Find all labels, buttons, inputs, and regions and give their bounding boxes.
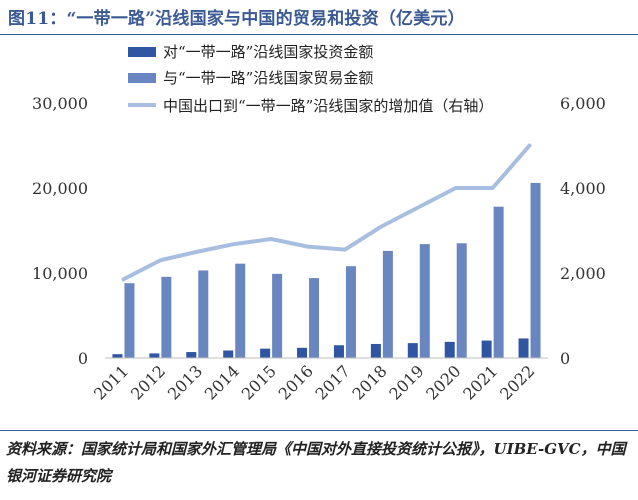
bar-trade: [419, 244, 430, 358]
bar-investment: [518, 338, 529, 358]
legend-label-investment: 对“一带一路”沿线国家投资金额: [163, 43, 373, 61]
bar-investment: [223, 350, 234, 358]
bar-investment: [260, 348, 271, 358]
line-value-added: [121, 143, 532, 282]
bar-investment: [370, 343, 381, 358]
bar-investment: [149, 353, 160, 358]
bar-investment: [333, 345, 344, 358]
y-left-tick-label: 30,000: [32, 94, 88, 113]
bar-trade: [272, 273, 283, 358]
x-tick-label: 2017: [312, 361, 354, 403]
legend-swatch-investment: [128, 47, 156, 57]
legend-label-value-added: 中国出口到“一带一路”沿线国家的增加值（右轴）: [163, 97, 493, 115]
bar-investment: [481, 340, 492, 358]
bar-trade: [161, 276, 172, 358]
x-tick-label: 2020: [422, 361, 464, 403]
legend: 对“一带一路”沿线国家投资金额 与“一带一路”沿线国家贸易金额 中国出口到“一带…: [128, 43, 493, 115]
y-right-tick-label: 6,000: [560, 94, 606, 113]
y-right-tick-label: 0: [560, 349, 570, 368]
legend-swatch-trade: [128, 73, 156, 83]
y-left-tick-label: 20,000: [32, 179, 88, 198]
y-left-tick-label: 10,000: [32, 264, 88, 283]
x-tick-label: 2022: [496, 361, 538, 403]
x-tick-label: 2012: [127, 361, 169, 403]
bar-trade: [309, 278, 320, 358]
bar-trade: [345, 266, 356, 358]
bar-investment: [112, 354, 123, 358]
legend-label-trade: 与“一带一路”沿线国家贸易金额: [163, 69, 373, 87]
title-rule: [0, 34, 638, 35]
bar-trade: [493, 206, 504, 358]
bar-trade: [530, 182, 541, 358]
chart-title: 图11：“一带一路”沿线国家与中国的贸易和投资（亿美元）: [8, 9, 465, 29]
bar-investment: [407, 343, 418, 358]
bar-trade: [124, 283, 135, 358]
bar-investment: [186, 352, 197, 358]
source-note: 资料来源：国家统计局和国家外汇管理局《中国对外直接投资统计公报》，UIBE-GV…: [6, 440, 626, 485]
source-rule: [0, 430, 638, 431]
bar-trade: [382, 250, 393, 358]
x-tick-label: 2021: [459, 361, 501, 403]
x-tick-label: 2014: [201, 361, 243, 403]
x-tick-label: 2011: [90, 361, 132, 403]
x-tick-label: 2013: [164, 361, 206, 403]
bar-trade: [456, 243, 467, 358]
chart-area: 对“一带一路”沿线国家投资金额 与“一带一路”沿线国家贸易金额 中国出口到“一带…: [32, 43, 606, 404]
x-tick-label: 2019: [385, 361, 427, 403]
bar-investment: [297, 347, 308, 358]
y-left-tick-label: 0: [78, 349, 88, 368]
x-tick-label: 2018: [348, 361, 390, 403]
bar-trade: [235, 263, 246, 358]
bar-investment: [444, 341, 455, 358]
y-right-tick-label: 4,000: [560, 179, 606, 198]
x-tick-label: 2015: [238, 361, 280, 403]
y-right-tick-label: 2,000: [560, 264, 606, 283]
plot-area: 010,00020,00030,00002,0004,0006,00020112…: [32, 94, 606, 404]
x-tick-label: 2016: [275, 361, 317, 403]
bar-trade: [198, 270, 209, 358]
